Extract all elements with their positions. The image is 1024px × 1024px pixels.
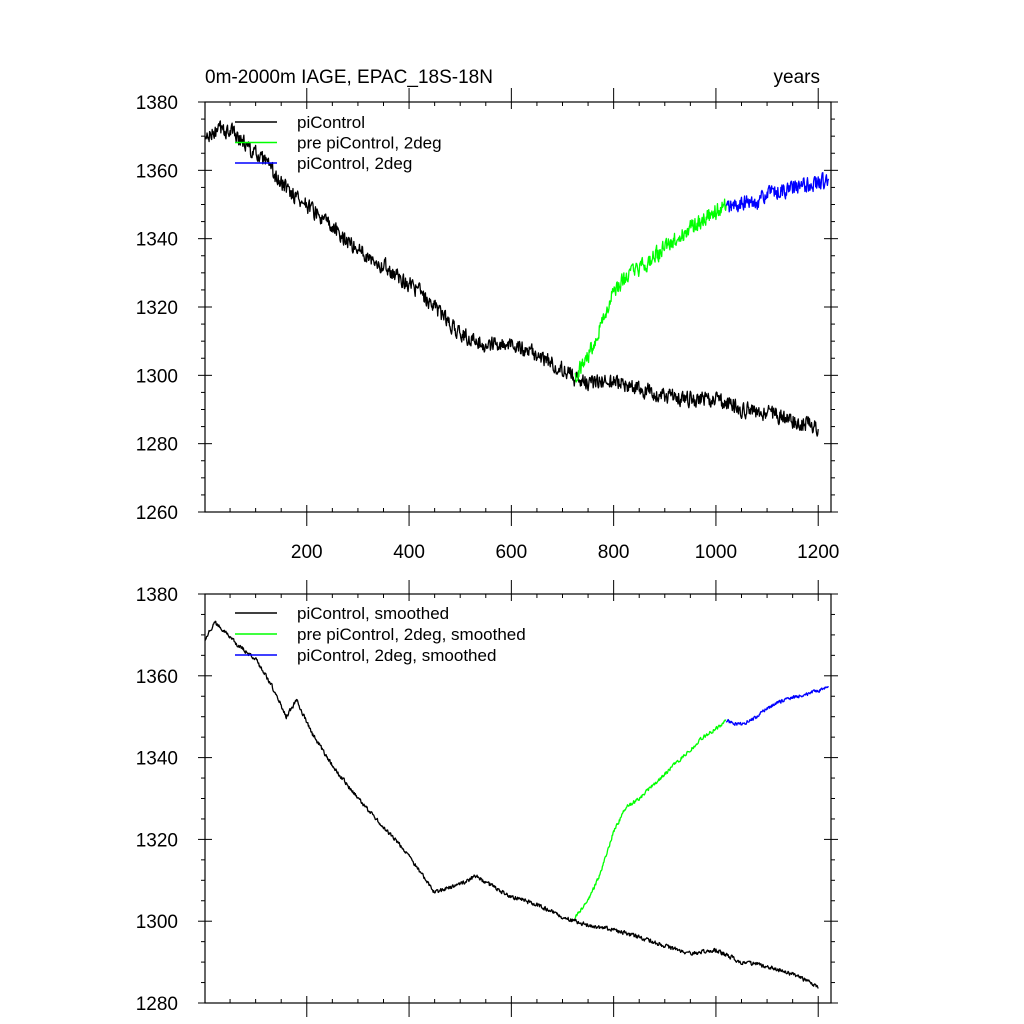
y-tick-label: 1280 [136, 994, 178, 1015]
legend: piControl, smoothed pre piControl, 2deg, … [235, 604, 526, 665]
series-line-2 [725, 172, 830, 213]
y-tick-label: 1300 [136, 366, 178, 387]
legend-label: piControl, 2deg, smoothed [297, 646, 496, 665]
legend-label: pre piControl, 2deg, smoothed [297, 625, 526, 644]
x-tick-label: 200 [291, 542, 323, 563]
series-line-0 [204, 620, 819, 989]
x-tick-label: 800 [598, 542, 630, 563]
series-group [204, 620, 829, 989]
series-line-1 [574, 719, 727, 919]
series-line-2 [725, 685, 829, 726]
y-tick-label: 1360 [136, 667, 178, 688]
x-tick-label: 1200 [797, 542, 839, 563]
y-tick-label: 1360 [136, 161, 178, 182]
legend-label: piControl, smoothed [297, 604, 449, 623]
y-tick-label: 1380 [136, 585, 178, 606]
legend-label: pre piControl, 2deg [297, 134, 442, 153]
x-tick-label: 400 [393, 542, 425, 563]
y-tick-label: 1300 [136, 912, 178, 933]
legend-label: piControl, 2deg [297, 154, 412, 173]
legend-label: piControl [297, 113, 365, 132]
series-line-0 [204, 120, 819, 437]
y-tick-label: 1380 [136, 93, 178, 114]
series-line-1 [574, 198, 727, 383]
y-tick-label: 1260 [136, 503, 178, 524]
series-group [204, 120, 830, 437]
y-tick-label: 1340 [136, 749, 178, 770]
y-tick-label: 1280 [136, 435, 178, 456]
chart-units: years [774, 67, 820, 88]
panel-smoothed: 1280 1300 1320 1340 1360 1380 piControl, smoo… [136, 580, 838, 1017]
y-tick-label: 1320 [136, 298, 178, 319]
panel-raw: 0m-2000m IAGE, EPAC_18S-18N years 126012… [136, 67, 840, 563]
x-tick-label: 1000 [695, 542, 737, 563]
y-tick-label: 1340 [136, 230, 178, 251]
axis-ticks: 1260 1280 1300 1320 1340 1360 1380 200 400 600 800… [136, 88, 839, 563]
chart-title: 0m-2000m IAGE, EPAC_18S-18N [205, 67, 493, 88]
axis-ticks: 1280 1300 1320 1340 1360 1380 [136, 580, 838, 1017]
y-tick-label: 1320 [136, 830, 178, 851]
x-tick-label: 600 [495, 542, 527, 563]
